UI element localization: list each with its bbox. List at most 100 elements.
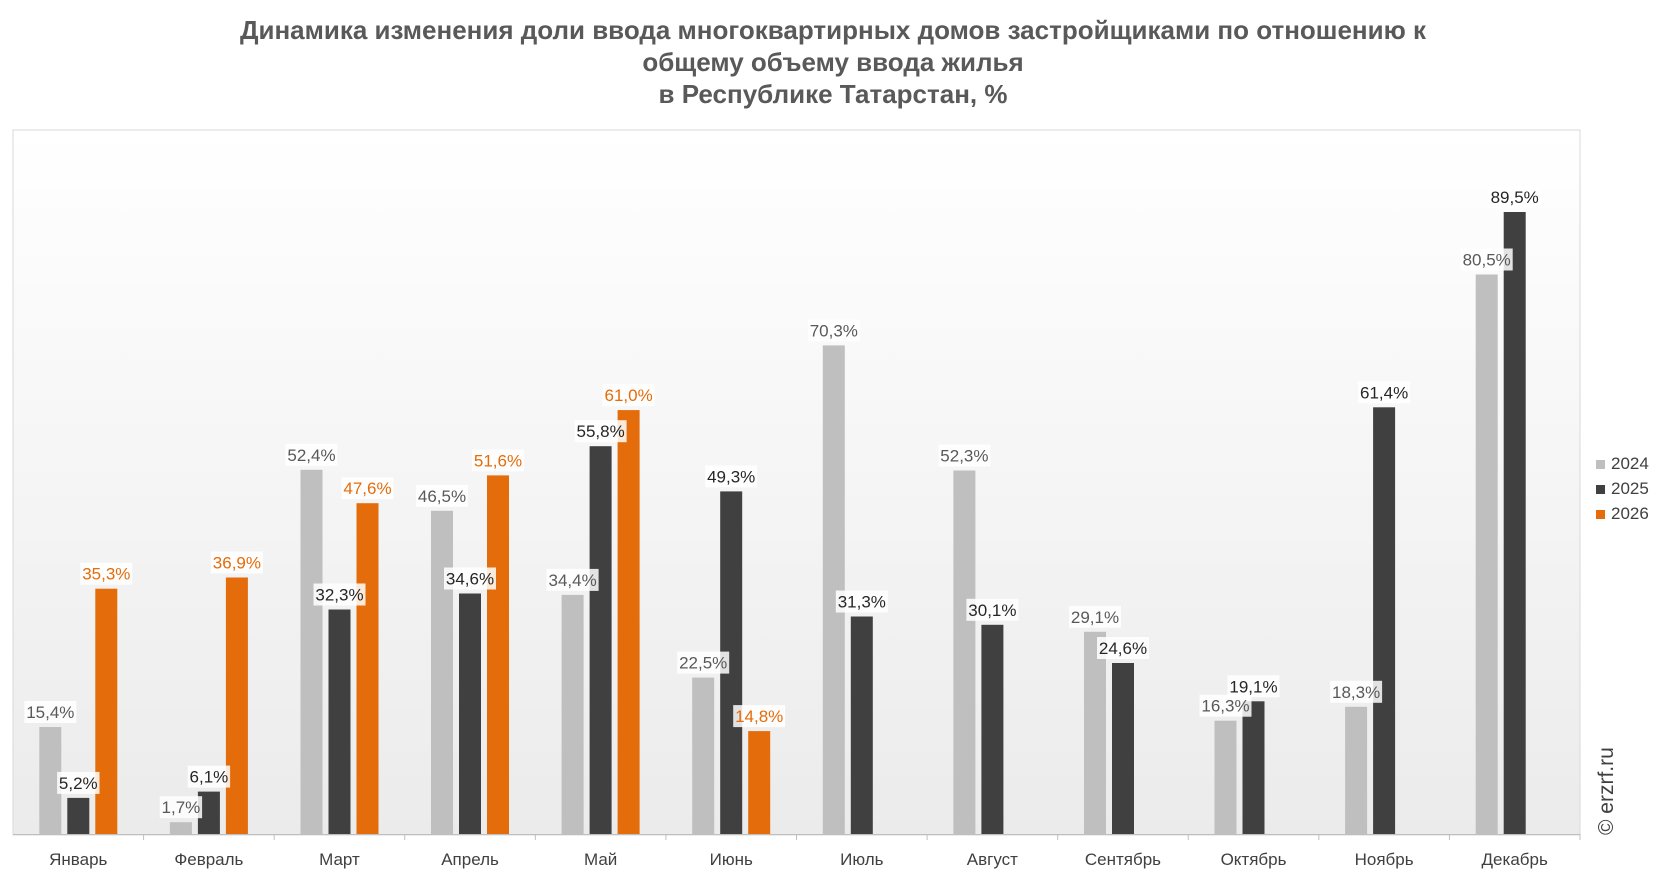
bar-2026-4 bbox=[487, 475, 509, 834]
bar-2024-12 bbox=[1475, 274, 1498, 834]
x-tick-label: Июнь bbox=[710, 850, 753, 869]
bar-2024-6 bbox=[692, 677, 715, 834]
data-label-2024-9: 29,1% bbox=[1071, 608, 1119, 627]
data-label-2026-2: 36,9% bbox=[213, 554, 261, 573]
legend-swatch-2026 bbox=[1596, 509, 1605, 519]
data-label-bg bbox=[546, 568, 599, 591]
data-label-2024-12: 80,5% bbox=[1463, 251, 1511, 270]
data-label-bg bbox=[472, 449, 524, 472]
bar-2024-10 bbox=[1214, 720, 1237, 834]
data-label-2024-7: 70,3% bbox=[810, 321, 858, 340]
bar-2024-9 bbox=[1084, 631, 1106, 834]
data-label-2024-10: 16,3% bbox=[1201, 697, 1249, 716]
x-tick-label: Июль bbox=[840, 850, 884, 869]
x-tick-label: Август bbox=[967, 850, 1018, 869]
data-label-2025-7: 31,3% bbox=[838, 593, 886, 612]
bar-2025-8 bbox=[981, 624, 1004, 834]
data-label-2025-6: 49,3% bbox=[707, 467, 755, 486]
watermark: © erzrf.ru bbox=[1595, 747, 1618, 835]
bar-2025-3 bbox=[328, 609, 351, 834]
data-label-bg bbox=[574, 420, 627, 443]
x-tick-label: Октябрь bbox=[1221, 850, 1287, 869]
data-label-bg bbox=[24, 701, 77, 723]
data-label-2025-5: 55,8% bbox=[576, 422, 624, 441]
data-label-bg bbox=[210, 551, 263, 574]
legend-item-2026: 2026 bbox=[1596, 502, 1649, 526]
data-label-bg bbox=[1460, 248, 1513, 271]
bar-2025-4 bbox=[459, 593, 481, 834]
data-label-2024-8: 52,3% bbox=[940, 447, 988, 466]
data-label-2025-4: 34,6% bbox=[446, 570, 494, 589]
data-label-bg bbox=[602, 384, 655, 407]
data-label-bg bbox=[1069, 605, 1121, 628]
data-label-bg bbox=[966, 598, 1019, 621]
bar-2026-5 bbox=[617, 410, 640, 834]
bar-2026-1 bbox=[95, 588, 118, 834]
bar-2025-1 bbox=[67, 797, 90, 834]
bar-2025-11 bbox=[1373, 407, 1396, 834]
data-label-2024-2: 1,7% bbox=[162, 798, 201, 817]
x-tick-label: Февраль bbox=[174, 850, 243, 869]
data-label-2024-4: 46,5% bbox=[418, 487, 466, 506]
x-tick-label: Апрель bbox=[441, 850, 499, 869]
data-label-2024-3: 52,4% bbox=[287, 446, 335, 465]
data-label-2025-3: 32,3% bbox=[315, 586, 363, 605]
data-label-bg bbox=[1358, 381, 1411, 404]
bar-2024-7 bbox=[822, 345, 845, 834]
data-label-2026-5: 61,0% bbox=[604, 386, 652, 405]
legend-swatch-2024 bbox=[1596, 459, 1605, 469]
chart-title-line-2: общему объему ввода жилья bbox=[642, 47, 1024, 77]
bar-2025-2 bbox=[197, 791, 220, 834]
bar-2025-7 bbox=[850, 616, 873, 834]
data-label-2025-2: 6,1% bbox=[190, 768, 229, 787]
bar-2025-12 bbox=[1503, 212, 1526, 834]
legend-swatch-2025 bbox=[1596, 484, 1605, 494]
data-label-bg bbox=[677, 651, 730, 674]
data-label-2024-1: 15,4% bbox=[26, 703, 74, 722]
x-axis: Январь Февраль Март Апрель Май Июнь Июль Август… bbox=[13, 834, 1581, 869]
data-label-2025-11: 61,4% bbox=[1360, 383, 1408, 402]
legend-label-2026: 2026 bbox=[1611, 504, 1649, 523]
bars-layer bbox=[39, 212, 1526, 834]
data-label-2024-6: 22,5% bbox=[679, 654, 727, 673]
bar-2026-3 bbox=[356, 503, 379, 834]
plot-area bbox=[12, 129, 1581, 836]
data-label-2025-10: 19,1% bbox=[1229, 677, 1277, 696]
data-label-2024-5: 34,4% bbox=[548, 571, 596, 590]
data-label-bg bbox=[733, 705, 786, 728]
legend-item-2024: 2024 bbox=[1596, 452, 1649, 476]
bar-2024-4 bbox=[431, 510, 453, 834]
data-label-bg bbox=[159, 796, 203, 819]
chart-title: Динамика изменения доли ввода многокварт… bbox=[0, 14, 1666, 110]
data-label-2026-1: 35,3% bbox=[82, 565, 130, 584]
bar-2024-2 bbox=[169, 822, 192, 834]
x-tick-label: Ноябрь bbox=[1355, 850, 1414, 869]
x-tick-label: Май bbox=[584, 850, 617, 869]
data-label-bg bbox=[57, 771, 100, 794]
data-label-bg bbox=[416, 484, 468, 507]
data-label-2025-12: 89,5% bbox=[1491, 188, 1539, 207]
bar-2026-6 bbox=[748, 731, 771, 834]
data-label-bg bbox=[444, 567, 496, 590]
data-label-bg bbox=[835, 590, 888, 613]
data-label-2026-3: 47,6% bbox=[343, 479, 391, 498]
data-label-bg bbox=[187, 765, 231, 788]
bar-2024-3 bbox=[300, 469, 323, 834]
legend-label-2024: 2024 bbox=[1611, 454, 1649, 473]
data-label-bg bbox=[1330, 680, 1383, 703]
bar-2025-5 bbox=[589, 446, 612, 834]
data-label-2025-1: 5,2% bbox=[59, 774, 98, 793]
bar-2025-6 bbox=[720, 491, 743, 834]
data-label-bg bbox=[1097, 637, 1149, 659]
data-label-2026-4: 51,6% bbox=[474, 451, 522, 470]
data-label-2025-9: 24,6% bbox=[1099, 639, 1147, 658]
x-tick-label: Март bbox=[319, 850, 360, 869]
chart-title-line-3: в Республике Татарстан, % bbox=[658, 79, 1008, 109]
data-label-bg bbox=[285, 443, 338, 466]
data-label-bg bbox=[1488, 186, 1541, 208]
x-tick-label: Декабрь bbox=[1482, 850, 1548, 869]
data-label-bg bbox=[705, 465, 758, 488]
data-labels-layer: 15,4% 5,2% 35,3% 1,7% 6,1% 36,9% 52,4% 32,3% 47,… bbox=[24, 186, 1541, 819]
data-label-bg bbox=[1227, 675, 1280, 698]
